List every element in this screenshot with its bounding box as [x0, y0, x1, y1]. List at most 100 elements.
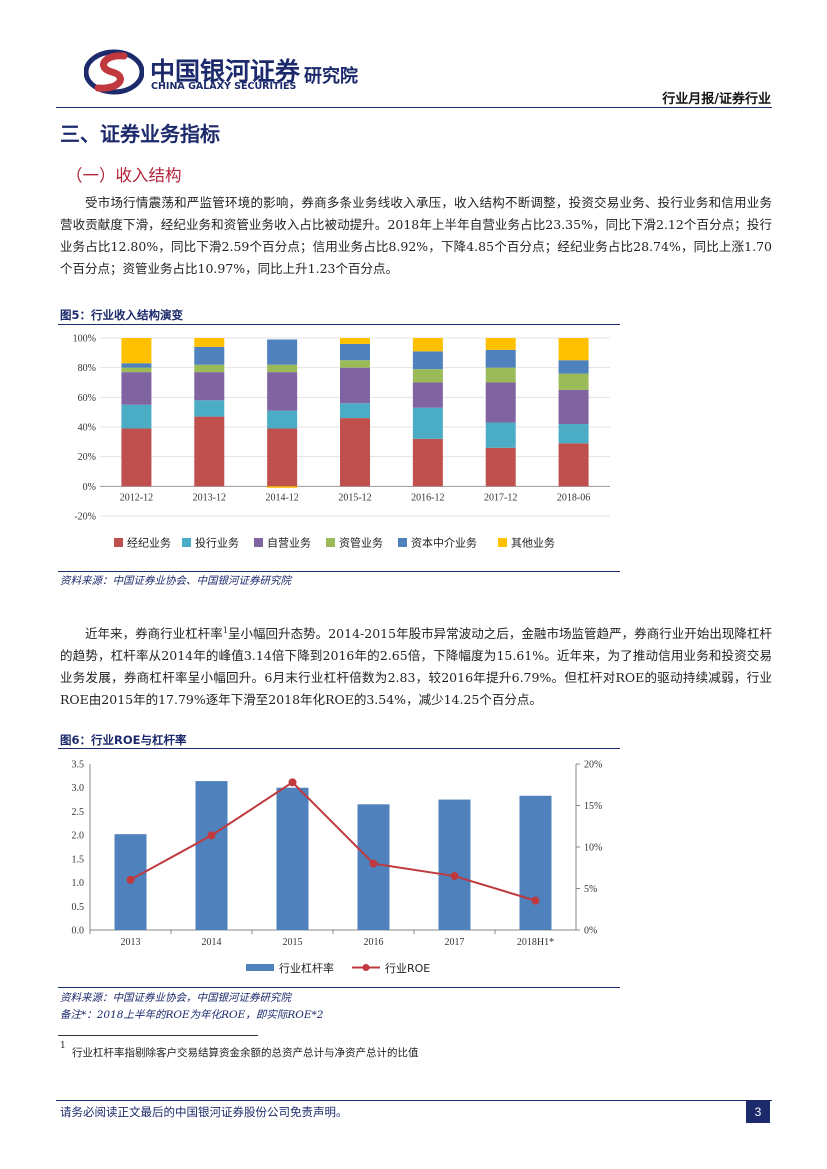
bar-segment [485, 349, 516, 368]
section-title: 三、证券业务指标 [60, 122, 220, 146]
bar-segment [194, 400, 225, 417]
y-tick-label: 20% [78, 452, 96, 463]
x-tick-label: 2017-12 [484, 492, 517, 503]
legend-label: 资本中介业务 [411, 536, 477, 550]
x-tick-label: 2017 [445, 937, 465, 948]
figure-6-source: 资料来源：中国证券业协会，中国银河证券研究院 [60, 992, 291, 1004]
bar-segment [121, 404, 152, 429]
brand-name-en: CHINA GALAXY SECURITIES [151, 81, 297, 92]
bar-segment [267, 410, 298, 429]
brand-institute: 研究院 [304, 66, 358, 87]
bar-segment [412, 382, 443, 408]
y-tick-label: -20% [74, 512, 96, 523]
leverage-bar [438, 799, 471, 930]
legend-swatch [114, 538, 123, 547]
y-tick-label: 100% [73, 334, 96, 345]
bar-segment [194, 416, 225, 487]
x-tick-label: 2015-12 [338, 492, 371, 503]
y-right-tick-label: 20% [584, 760, 602, 771]
x-tick-label: 2016-12 [411, 492, 444, 503]
bar-segment [340, 343, 370, 361]
bar-segment [194, 372, 225, 401]
y-right-tick-label: 15% [584, 801, 602, 812]
bar-segment [412, 438, 443, 487]
bar-segment-negative [267, 486, 298, 488]
bar-segment [485, 447, 516, 487]
legend-label: 投行业务 [195, 536, 239, 550]
figure-6-bar-line-chart: 0.0 0.5 1.0 1.5 2.0 2.5 3.0 3.5 0% 5% 10% 15% 20% 20… [72, 760, 603, 976]
document-type: 行业月报/证券行业 [662, 92, 771, 107]
y-tick-label: 40% [78, 423, 96, 434]
bar-segment [558, 389, 589, 425]
figure-5-stacked-bar-chart: -20% 0% 20% 40% 60% 80% 100% 2012-12 2013-12 201… [73, 334, 610, 550]
bar-segment [412, 338, 443, 352]
figure-6-note: 备注*：2018上半年的ROE为年化ROE，即实际ROE*2 [60, 1009, 324, 1021]
page-number: 3 [746, 1101, 770, 1123]
figure-5-top-rule [58, 324, 620, 325]
y-left-tick-label: 1.0 [72, 878, 85, 889]
bar-segment [558, 424, 589, 444]
bar-segment [340, 403, 370, 419]
bar-segment [485, 367, 516, 383]
legend-swatch [498, 538, 507, 547]
bar-segment [558, 338, 589, 361]
x-tick-label: 2016 [364, 937, 384, 948]
y-right-tick-label: 0% [584, 926, 597, 937]
sub-section-title: （一）收入结构 [66, 166, 182, 185]
legend-swatch [254, 538, 263, 547]
bar-segment [412, 351, 443, 370]
bar-segment [485, 422, 516, 448]
roe-point [531, 896, 540, 905]
y-left-tick-label: 0.5 [72, 902, 85, 913]
figure-6-bottom-rule [58, 987, 620, 988]
bar-segment [412, 407, 443, 439]
legend-label: 资管业务 [339, 536, 383, 550]
x-tick-label: 2013-12 [193, 492, 226, 503]
bar-segment [485, 338, 516, 350]
y-left-tick-label: 0.0 [72, 926, 85, 937]
leverage-bar [519, 795, 552, 930]
legend-swatch [398, 538, 407, 547]
paragraph-leverage: 近年来，券商行业杠杆率1呈小幅回升态势。2014-2015年股市异常波动之后，金… [60, 620, 772, 711]
bar-segment [340, 418, 370, 487]
y-left-tick-label: 2.0 [72, 831, 85, 842]
bar-segment [121, 372, 152, 405]
y-right-tick-label: 10% [584, 843, 602, 854]
x-tick-label: 2015 [283, 937, 303, 948]
x-tick-label: 2018-06 [557, 492, 590, 503]
legend-swatch [326, 538, 335, 547]
brand-name-cn: 中国银河证券 [150, 57, 301, 86]
footer-disclaimer: 请务必阅读正文最后的中国银河证券股份公司免责声明。 [60, 1105, 348, 1119]
roe-line [130, 781, 536, 902]
footnote-divider [58, 1035, 258, 1036]
y-tick-label: 60% [78, 393, 96, 404]
roe-point [126, 875, 135, 884]
bar-segment [121, 363, 152, 368]
roe-point [369, 859, 378, 868]
figure-5-caption: 图5：行业收入结构演变 [60, 308, 184, 322]
bar-segment [485, 382, 516, 423]
legend-label: 经纪业务 [127, 537, 171, 550]
roe-point [288, 778, 297, 787]
header-divider [56, 107, 772, 108]
legend-label-leverage: 行业杠杆率 [279, 961, 334, 975]
bar-segment [340, 360, 370, 368]
legend-label: 其他业务 [511, 537, 555, 550]
y-left-tick-label: 3.5 [72, 760, 85, 771]
footnote-ref: 1 [222, 626, 228, 635]
bar-segment [267, 364, 298, 373]
x-tick-label: 2014 [202, 937, 222, 948]
y-tick-label: 0% [83, 482, 96, 493]
roe-point [450, 872, 459, 881]
bar-segment [340, 338, 370, 344]
bar-segment [194, 346, 225, 365]
leverage-bar [276, 787, 309, 930]
galaxy-logo-icon [84, 49, 144, 95]
bar-segment [121, 367, 152, 373]
bar-segment [412, 369, 443, 383]
leverage-bar [195, 781, 228, 930]
footnote-mark: 1 [60, 1041, 66, 1051]
bar-segment [267, 428, 298, 487]
bar-segment [194, 364, 225, 373]
y-left-tick-label: 1.5 [72, 854, 85, 865]
